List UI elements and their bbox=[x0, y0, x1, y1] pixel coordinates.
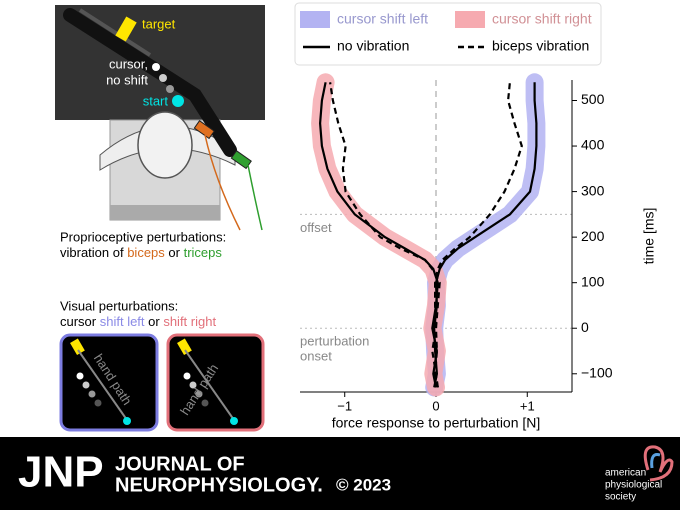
x-tick-label: +1 bbox=[520, 398, 535, 413]
x-axis-label: force response to perturbation [N] bbox=[332, 415, 541, 431]
biceps-vibrator bbox=[193, 120, 215, 140]
target-marker bbox=[70, 338, 85, 356]
label: no shift bbox=[106, 72, 148, 87]
legend: cursor shift left cursor shift right no vi… bbox=[300, 11, 592, 54]
text: or bbox=[165, 245, 184, 260]
cursor-dot bbox=[201, 399, 209, 407]
legend-label: cursor shift left bbox=[337, 11, 428, 27]
y-tick-label: −100 bbox=[581, 364, 613, 380]
label: cursor, bbox=[109, 56, 148, 71]
logo bbox=[643, 445, 674, 482]
label: start bbox=[143, 93, 169, 108]
cursor-dot bbox=[76, 372, 84, 380]
head bbox=[137, 111, 193, 179]
annotation-label: onset bbox=[300, 349, 332, 364]
description: vibration of biceps or triceps bbox=[60, 245, 222, 260]
y-axis-label: time [ms] bbox=[641, 208, 657, 265]
legend-swatch bbox=[300, 11, 330, 28]
panel-right: hand path bbox=[166, 333, 265, 432]
cursor-dot bbox=[195, 390, 203, 398]
cable bbox=[204, 134, 241, 231]
y-tick-label: 100 bbox=[581, 273, 605, 289]
legend-swatch bbox=[455, 11, 485, 28]
triceps-vibrator bbox=[230, 150, 252, 170]
cursor-dot bbox=[152, 63, 160, 71]
text: triceps bbox=[184, 245, 223, 260]
manipulandum-arm bbox=[63, 8, 237, 157]
target-marker bbox=[177, 338, 192, 356]
x-tick-label: −1 bbox=[337, 398, 352, 413]
series-line bbox=[433, 82, 523, 388]
x-tick-label: 0 bbox=[432, 398, 439, 413]
description: cursor shift left or shift right bbox=[60, 314, 216, 329]
society: society bbox=[605, 492, 636, 503]
y-tick-label: 400 bbox=[581, 137, 605, 153]
cable bbox=[247, 164, 263, 231]
y-tick-label: 200 bbox=[581, 228, 605, 244]
heading: Proprioceptive perturbations: bbox=[60, 229, 226, 244]
chair-base bbox=[110, 205, 220, 220]
footer bbox=[0, 437, 680, 510]
hand-path bbox=[184, 349, 235, 421]
y-tick-label: 500 bbox=[581, 91, 605, 107]
series-line bbox=[329, 82, 441, 388]
cursor-dot bbox=[159, 74, 167, 82]
arm-link bbox=[78, 8, 152, 57]
label: target bbox=[142, 16, 176, 31]
cursor-dot bbox=[183, 372, 191, 380]
cursor-dot bbox=[82, 381, 90, 389]
y-tick-label: 0 bbox=[581, 319, 589, 335]
error-band bbox=[425, 73, 546, 397]
text: biceps bbox=[127, 245, 165, 260]
journal-name: JOURNAL OF bbox=[115, 453, 245, 475]
start-dot bbox=[172, 95, 184, 107]
cursor-dot bbox=[88, 390, 96, 398]
text: shift left bbox=[100, 314, 145, 329]
cursor-dot bbox=[166, 85, 174, 93]
year: © 2023 bbox=[336, 475, 391, 494]
text: cursor bbox=[60, 314, 100, 329]
society: physiological bbox=[605, 480, 662, 491]
heading: Visual perturbations: bbox=[60, 298, 178, 313]
hand-path bbox=[77, 349, 128, 421]
cursor-dot bbox=[94, 399, 102, 407]
panel-left: hand path bbox=[59, 333, 159, 432]
target-marker bbox=[115, 16, 137, 42]
start-dot bbox=[123, 417, 131, 425]
start-dot bbox=[230, 417, 238, 425]
y-tick-label: 300 bbox=[581, 182, 605, 198]
text: vibration of bbox=[60, 245, 127, 260]
text: or bbox=[145, 314, 164, 329]
journal-abbrev: JNP bbox=[18, 448, 104, 497]
cursor-dot bbox=[189, 381, 197, 389]
legend-frame bbox=[294, 2, 602, 66]
annotation-label: offset bbox=[300, 220, 332, 235]
legend-label: cursor shift right bbox=[492, 11, 592, 27]
setup-illustration: target cursor, no shift start bbox=[55, 5, 265, 231]
logo bbox=[650, 453, 661, 469]
legend-label: no vibration bbox=[337, 38, 409, 54]
legend-label: biceps vibration bbox=[492, 38, 589, 54]
annotation-label: perturbation bbox=[300, 334, 369, 349]
society: american bbox=[605, 468, 646, 479]
text: shift right bbox=[163, 314, 216, 329]
journal-name: NEUROPHYSIOLOGY. bbox=[115, 474, 323, 496]
